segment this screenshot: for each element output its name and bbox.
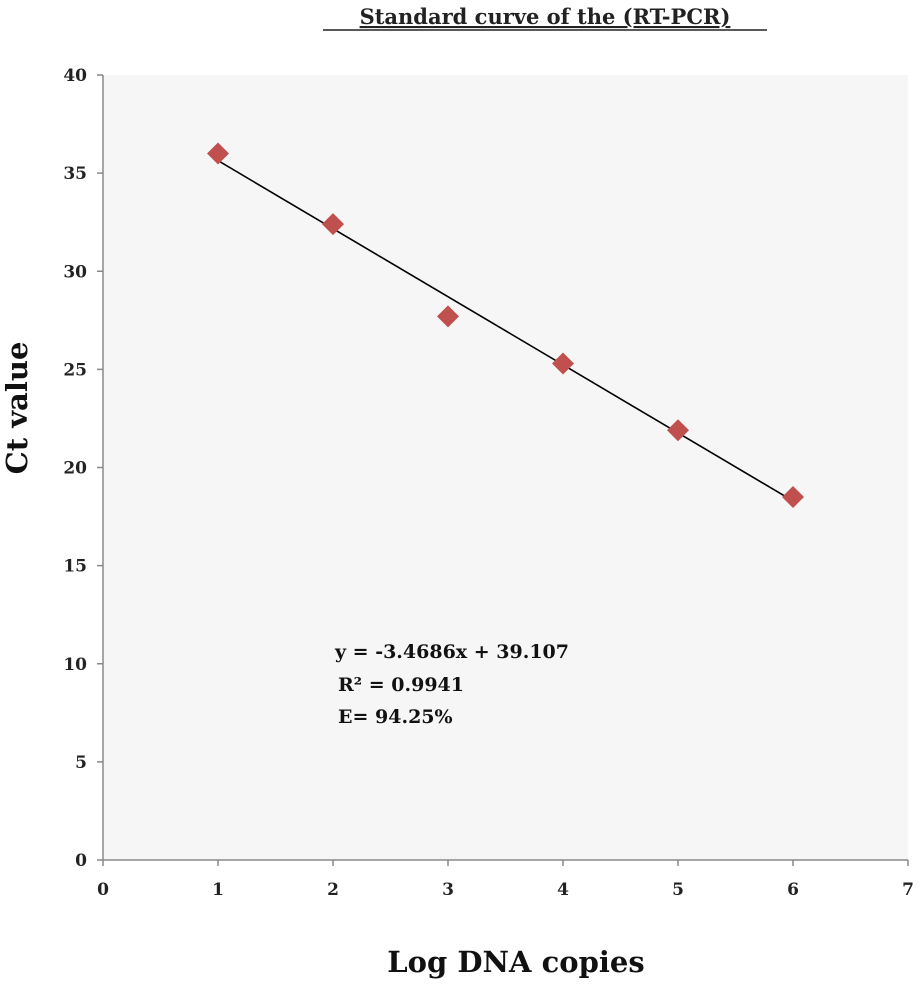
chart-title: Standard curve of the (RT-PCR) [360, 4, 731, 29]
equation-label: y = -3.4686x + 39.107 [334, 641, 569, 663]
data-point [322, 213, 344, 236]
y-tick-label: 5 [75, 753, 87, 773]
y-tick-label: 35 [63, 164, 87, 184]
y-tick-label: 30 [63, 262, 87, 282]
data-point [437, 305, 459, 328]
x-tick-labels: 0 1 2 3 4 5 6 7 [97, 880, 914, 900]
data-point [667, 419, 689, 442]
r-squared-label: R² = 0.9941 [338, 674, 464, 696]
x-tick-label: 5 [672, 880, 684, 900]
data-points [207, 142, 804, 508]
y-tick-label: 20 [63, 459, 87, 479]
y-tick-label: 0 [75, 851, 87, 871]
x-tick-label: 3 [442, 880, 454, 900]
x-tick-label: 1 [212, 880, 224, 900]
data-point [552, 352, 574, 375]
x-tick-label: 6 [787, 880, 799, 900]
x-tick-label: 0 [97, 880, 109, 900]
data-point [207, 142, 229, 165]
data-point [782, 485, 804, 508]
trendline [217, 159, 794, 502]
x-tick-label: 2 [327, 880, 339, 900]
x-tick-label: 7 [902, 880, 914, 900]
y-tick-label: 15 [63, 557, 87, 577]
y-tick-label: 40 [63, 66, 87, 86]
x-tick-label: 4 [557, 880, 569, 900]
axes [97, 74, 909, 866]
y-tick-labels: 0 5 10 15 20 25 30 35 40 [63, 66, 87, 871]
y-tick-label: 25 [63, 360, 87, 380]
plot-area [104, 75, 908, 860]
x-axis-label: Log DNA copies [387, 945, 644, 979]
efficiency-label: E= 94.25% [338, 706, 453, 728]
y-axis-label: Ct value [0, 342, 34, 475]
y-tick-label: 10 [63, 655, 87, 675]
